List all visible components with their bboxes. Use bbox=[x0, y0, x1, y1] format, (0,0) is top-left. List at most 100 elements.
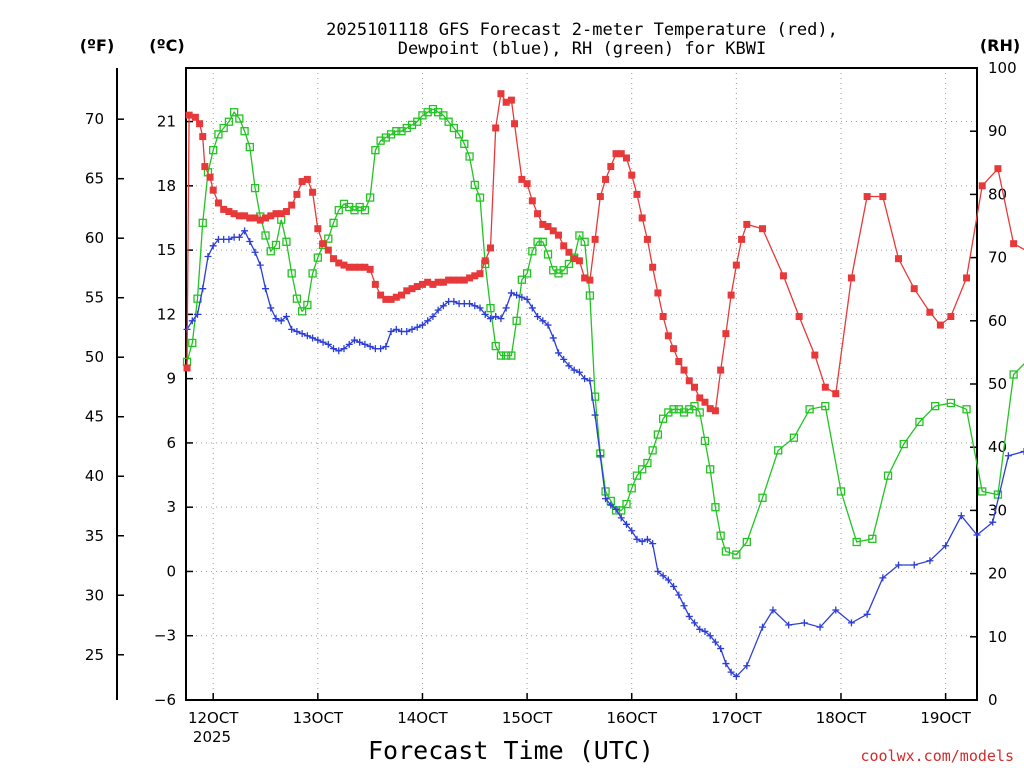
data-point-s1-80 bbox=[602, 495, 610, 503]
data-point-s2-106 bbox=[758, 493, 767, 502]
data-point-s1-51 bbox=[450, 298, 458, 306]
data-point-s1-14 bbox=[256, 261, 264, 269]
celsius-tick-label-1: −3 bbox=[154, 627, 176, 645]
data-point-s1-31 bbox=[345, 340, 353, 348]
data-point-s1-105 bbox=[732, 672, 740, 680]
data-point-s2-49 bbox=[439, 111, 448, 120]
data-point-s0-120 bbox=[910, 285, 918, 293]
data-point-s2-21 bbox=[292, 294, 302, 303]
data-point-s1-23 bbox=[303, 332, 311, 340]
data-point-s2-60 bbox=[496, 351, 506, 360]
data-point-s0-37 bbox=[366, 265, 374, 273]
data-point-s0-111 bbox=[779, 272, 787, 280]
data-point-s1-27 bbox=[324, 340, 332, 348]
data-point-s2-110 bbox=[821, 401, 830, 411]
data-point-s2-16 bbox=[266, 247, 275, 256]
data-point-s1-111 bbox=[816, 623, 824, 631]
fahrenheit-tick-label-8: 65 bbox=[85, 170, 104, 188]
plot-frame bbox=[185, 67, 978, 701]
data-point-s1-13 bbox=[251, 248, 259, 256]
data-point-s2-119 bbox=[962, 405, 971, 414]
time-axis-ticks: 12OCT 13OCT 14OCT 15OCT 16OCT 17OCT 18OCT 19OCT bbox=[188, 693, 972, 727]
data-point-s1-46 bbox=[424, 317, 432, 325]
data-point-s1-106 bbox=[743, 662, 751, 670]
data-point-s0-77 bbox=[575, 257, 583, 265]
data-point-s2-15 bbox=[261, 231, 270, 240]
data-point-s1-19 bbox=[282, 313, 290, 321]
rh-tick-label-0: 0 bbox=[988, 691, 998, 709]
fahrenheit-tick-label-9: 70 bbox=[85, 110, 104, 128]
data-point-s1-25 bbox=[314, 336, 322, 344]
data-point-s0-44 bbox=[403, 287, 411, 295]
data-point-s0-33 bbox=[345, 263, 353, 271]
data-point-s2-1 bbox=[188, 338, 197, 348]
data-point-s0-56 bbox=[466, 274, 474, 282]
data-point-s2-63 bbox=[512, 316, 521, 325]
data-point-s1-65 bbox=[523, 295, 531, 303]
data-point-s0-30 bbox=[330, 255, 338, 263]
data-point-s0-9 bbox=[220, 205, 228, 213]
data-point-s2-88 bbox=[643, 458, 652, 468]
data-point-s0-7 bbox=[209, 186, 217, 194]
data-point-s0-52 bbox=[445, 276, 453, 284]
data-point-s2-3 bbox=[198, 218, 207, 227]
data-point-s2-73 bbox=[564, 259, 574, 269]
data-point-s1-10 bbox=[235, 233, 243, 241]
data-point-s0-49 bbox=[429, 280, 437, 288]
data-point-s0-69 bbox=[534, 210, 542, 218]
data-point-s1-5 bbox=[209, 242, 217, 250]
data-point-s2-100 bbox=[706, 465, 715, 474]
data-point-s2-101 bbox=[711, 503, 720, 512]
data-point-s2-84 bbox=[622, 499, 631, 509]
data-point-s0-38 bbox=[371, 280, 379, 288]
data-point-s0-25 bbox=[303, 175, 311, 183]
data-point-s1-59 bbox=[492, 313, 500, 321]
data-point-s0-28 bbox=[319, 240, 327, 248]
data-point-s0-112 bbox=[795, 313, 803, 321]
data-point-s1-121 bbox=[973, 531, 981, 539]
data-point-s0-3 bbox=[196, 120, 204, 128]
data-point-s1-15 bbox=[262, 285, 270, 293]
data-point-s0-54 bbox=[455, 276, 463, 284]
data-point-s1-94 bbox=[675, 591, 683, 599]
data-point-s2-108 bbox=[789, 433, 799, 442]
data-point-s0-91 bbox=[649, 263, 657, 271]
data-point-s0-121 bbox=[926, 308, 934, 316]
data-point-s1-11 bbox=[241, 227, 249, 235]
data-point-s2-85 bbox=[627, 484, 636, 493]
data-point-s2-113 bbox=[868, 534, 877, 543]
rh-tick-label-9: 90 bbox=[988, 122, 1007, 140]
data-point-s1-124 bbox=[1020, 447, 1024, 455]
data-point-s1-22 bbox=[298, 330, 306, 338]
credit-label: coolwx.com/models bbox=[860, 747, 1014, 765]
data-point-s2-112 bbox=[852, 537, 861, 547]
time-tick-label-4: 16OCT bbox=[606, 709, 657, 727]
data-point-s1-60 bbox=[497, 315, 505, 323]
data-point-s0-34 bbox=[350, 263, 358, 271]
data-point-s1-8 bbox=[225, 235, 233, 243]
data-point-s1-90 bbox=[654, 567, 662, 575]
data-point-s0-103 bbox=[711, 407, 719, 415]
data-point-s1-113 bbox=[847, 619, 855, 627]
data-point-s0-19 bbox=[272, 210, 280, 218]
data-point-s0-94 bbox=[664, 332, 672, 340]
data-point-s1-37 bbox=[377, 345, 385, 353]
data-point-s0-108 bbox=[738, 235, 746, 243]
data-point-s1-35 bbox=[366, 343, 374, 351]
data-point-s0-23 bbox=[293, 190, 301, 198]
data-point-s1-28 bbox=[330, 345, 338, 353]
data-point-s1-95 bbox=[680, 602, 688, 610]
data-point-s1-97 bbox=[691, 619, 698, 627]
data-point-s2-86 bbox=[632, 471, 642, 480]
data-point-s0-127 bbox=[1010, 240, 1018, 248]
data-point-s0-45 bbox=[408, 285, 416, 293]
data-point-s0-20 bbox=[277, 210, 285, 218]
data-point-s0-110 bbox=[759, 225, 767, 233]
data-point-s0-100 bbox=[696, 394, 704, 402]
data-point-s0-15 bbox=[251, 214, 259, 222]
data-point-s2-58 bbox=[486, 304, 495, 313]
data-point-s1-75 bbox=[575, 368, 583, 376]
data-point-s2-59 bbox=[491, 341, 500, 351]
data-point-s0-85 bbox=[617, 150, 625, 158]
